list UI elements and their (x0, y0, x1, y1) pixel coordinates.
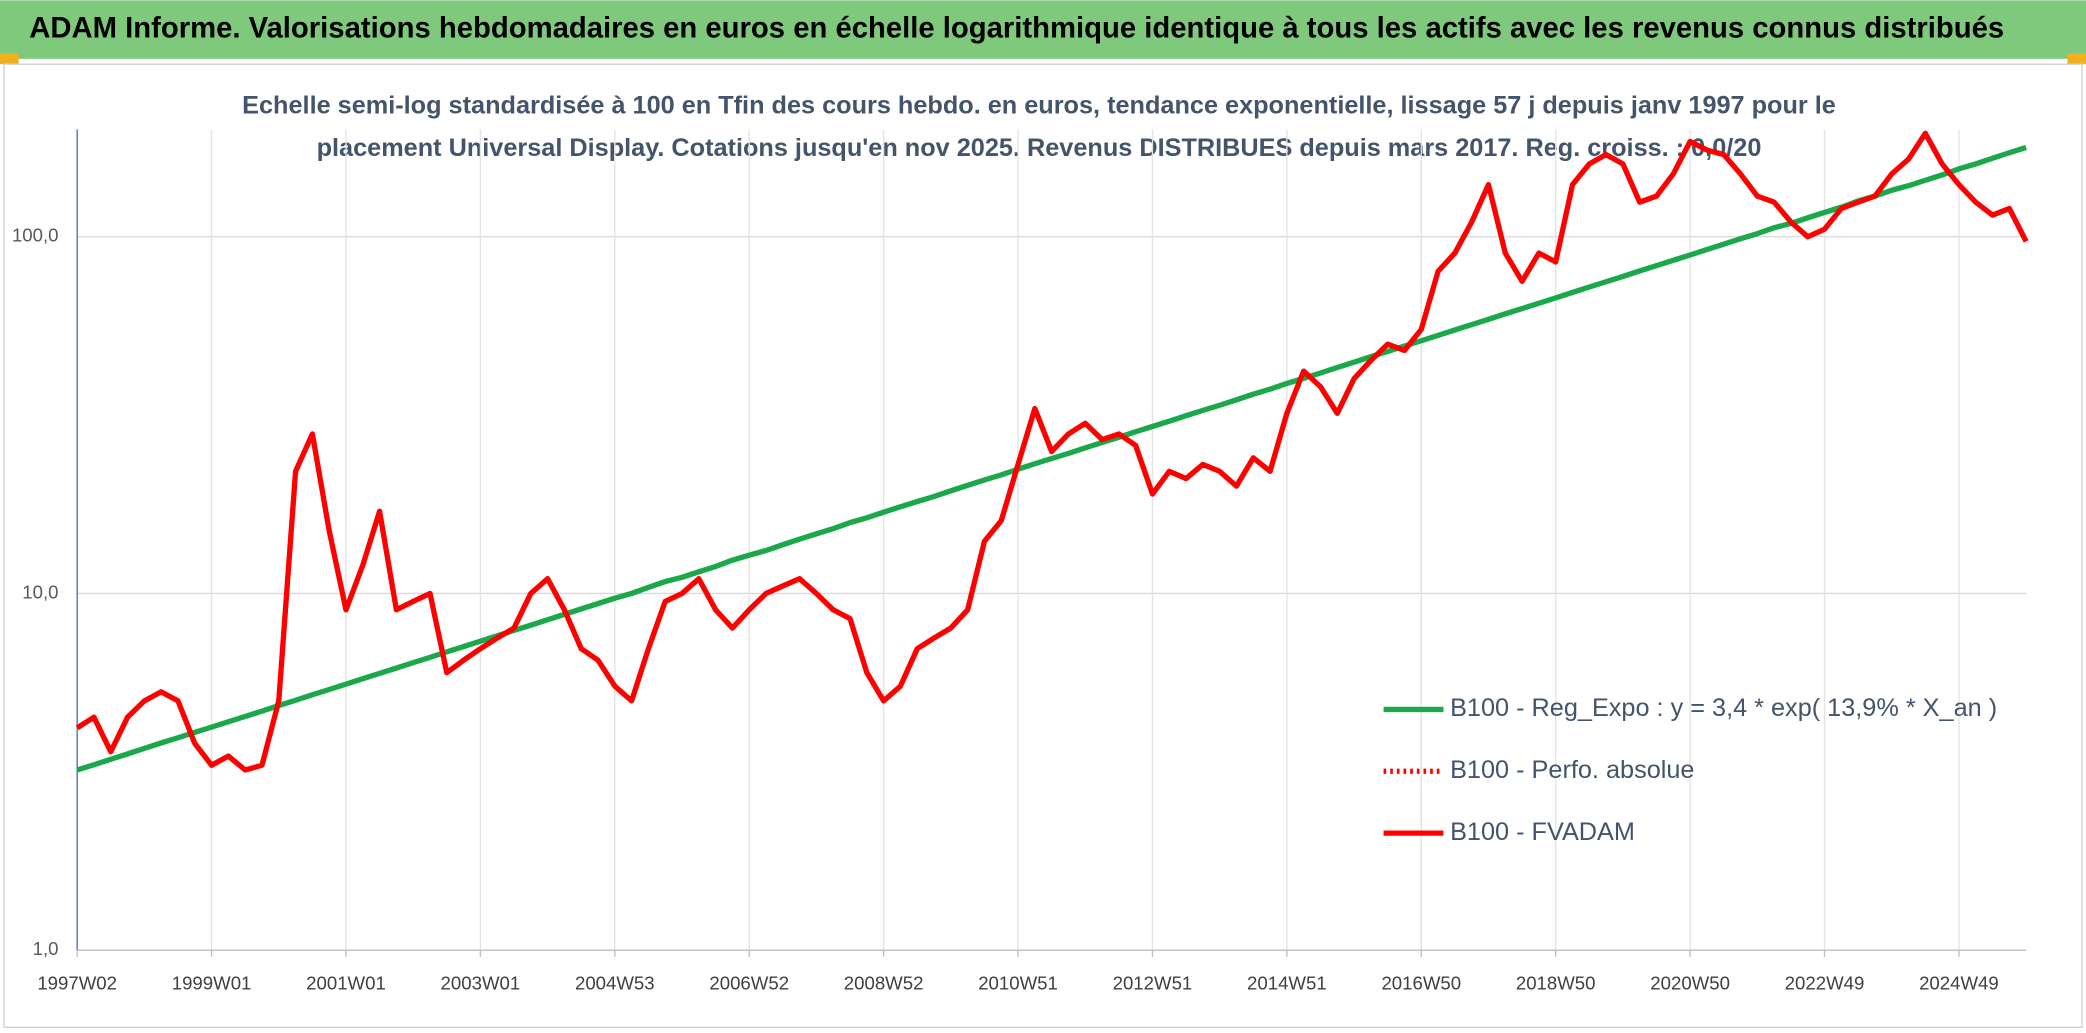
corner-mark (0, 53, 19, 65)
x-tick-label: 2003W01 (441, 973, 521, 994)
series-line (75, 130, 2029, 773)
x-tick-label: 2001W01 (306, 973, 386, 994)
x-tick-label: 1997W02 (37, 973, 117, 994)
x-tick-label: 2024W49 (1919, 973, 1999, 994)
title-banner (0, 0, 2086, 59)
legend-label: B100 - Perfo. absolue (1450, 756, 1694, 784)
x-tick-label: 1999W01 (172, 973, 252, 994)
x-tick-label: 2016W50 (1381, 973, 1461, 994)
x-tick-label: 2008W52 (844, 973, 924, 994)
chart-subtitle: placement Universal Display. Cotations j… (317, 134, 1762, 162)
x-tick-label: 2020W50 (1650, 973, 1730, 994)
legend-label: B100 - FVADAM (1450, 818, 1635, 846)
series-line (76, 144, 2027, 773)
corner-mark (2067, 53, 2086, 65)
x-tick-label: 2012W51 (1113, 973, 1193, 994)
x-tick-label: 2022W49 (1785, 973, 1865, 994)
x-tick-label: 2014W51 (1247, 973, 1327, 994)
chart-title: ADAM Informe. Valorisations hebdomadaire… (29, 12, 2004, 44)
legend-label: B100 - Reg_Expo : y = 3,4 * exp( 13,9% *… (1450, 694, 1997, 722)
x-tick-label: 2010W51 (978, 973, 1058, 994)
chart-subtitle: Echelle semi-log standardisée à 100 en T… (242, 91, 1836, 119)
x-tick-label: 2018W50 (1516, 973, 1596, 994)
plot-frame (3, 63, 2083, 1029)
x-tick-label: 2006W52 (709, 973, 789, 994)
y-tick-label: 1,0 (33, 938, 59, 959)
y-tick-label: 10,0 (22, 581, 58, 602)
x-tick-label: 2004W53 (575, 973, 655, 994)
y-tick-label: 100,0 (12, 225, 59, 246)
